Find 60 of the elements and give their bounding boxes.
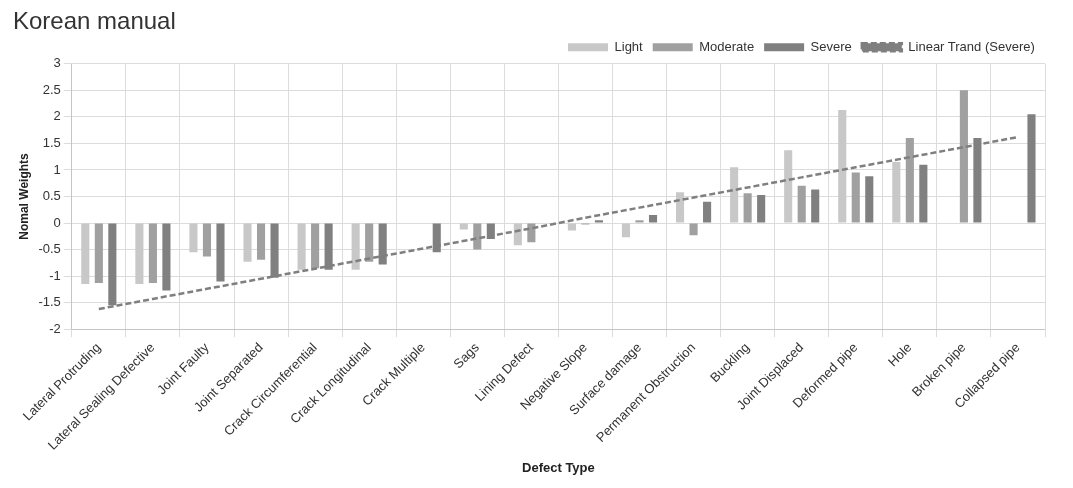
y-tick-label: 1.5 [42, 134, 61, 150]
bar [270, 223, 279, 278]
legend-label: Linear Trand (Severe) [908, 38, 1035, 54]
bar [243, 223, 252, 262]
bar [635, 220, 644, 223]
bar [216, 223, 225, 282]
y-tick-label: -1 [49, 267, 61, 283]
bar [297, 223, 306, 270]
bar [851, 172, 860, 223]
y-axis-title: Nomal Weights [16, 152, 31, 240]
y-tick-label: 3 [53, 55, 61, 71]
bar [811, 189, 820, 223]
bar [905, 138, 914, 223]
bar [1027, 114, 1036, 223]
bar [676, 192, 685, 223]
bar [838, 109, 847, 223]
bar [135, 223, 144, 285]
bar [757, 194, 766, 223]
bar [324, 223, 333, 270]
y-tick-label: 1 [53, 161, 61, 177]
bar [432, 223, 441, 253]
legend-label: Severe [810, 38, 852, 54]
bar [311, 223, 320, 269]
y-tick-label: -2 [49, 320, 61, 336]
bar [865, 176, 874, 223]
bar [378, 223, 387, 265]
bar [365, 223, 374, 262]
bar [703, 201, 712, 223]
bar [81, 223, 90, 285]
bar [148, 223, 157, 283]
bar [959, 90, 968, 223]
bar [730, 167, 739, 223]
y-tick-label: 0.5 [42, 188, 61, 204]
bar [189, 223, 198, 253]
x-axis-title: Defect Type [522, 459, 595, 475]
bar [648, 215, 658, 223]
bar [743, 193, 752, 223]
bar [892, 161, 901, 223]
bar [689, 223, 698, 236]
bar [202, 223, 212, 257]
bar [784, 150, 793, 223]
bar [351, 223, 360, 270]
y-tick-label: 2 [53, 108, 61, 124]
y-tick-label: 0 [53, 214, 61, 230]
y-tick-label: -1.5 [38, 294, 61, 310]
bar [94, 223, 103, 283]
bar [256, 223, 266, 260]
chart-title: Korean manual [13, 7, 176, 35]
bar [108, 223, 117, 306]
bar [973, 138, 982, 223]
bar [919, 164, 928, 223]
bar [621, 223, 631, 238]
legend-label: Light [614, 38, 644, 54]
y-tick-label: -0.5 [38, 241, 61, 257]
bar [594, 220, 604, 223]
legend-label: Moderate [699, 38, 755, 54]
y-tick-label: 2.5 [42, 81, 61, 97]
bar [473, 223, 482, 250]
bar [162, 223, 171, 291]
bar [797, 185, 806, 223]
